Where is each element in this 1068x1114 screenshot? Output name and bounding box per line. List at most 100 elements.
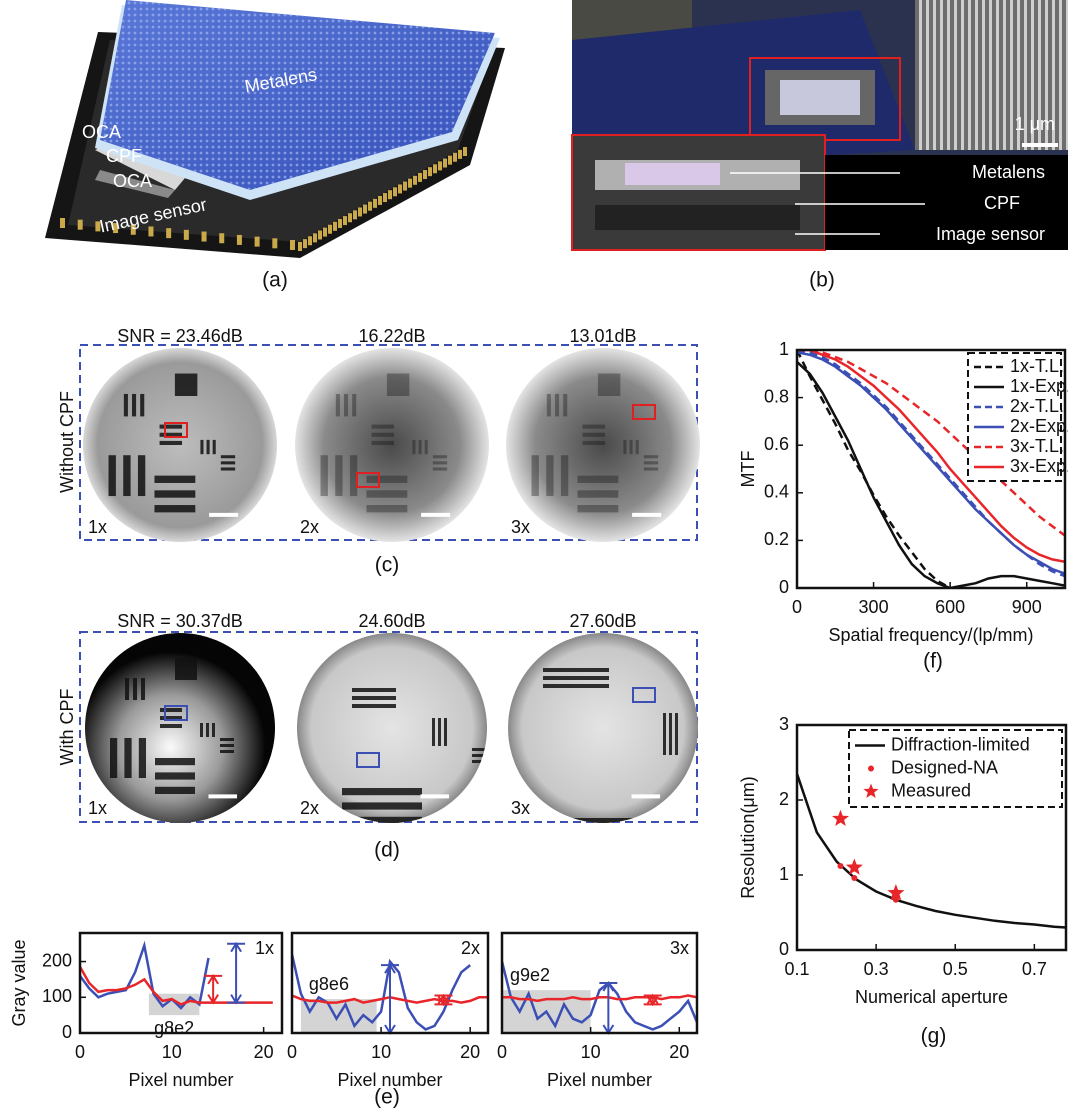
pin — [398, 184, 402, 193]
pin — [78, 220, 83, 230]
legend-label: Diffraction-limited — [891, 734, 1030, 754]
x-tick-label: 300 — [859, 597, 889, 617]
bar — [528, 847, 648, 854]
square — [175, 658, 197, 680]
range-arrow — [204, 976, 222, 1003]
legend-label: 2x-T.L. — [1010, 396, 1064, 416]
square — [387, 374, 409, 396]
pin — [303, 239, 307, 248]
x-tick-label: 10 — [162, 1042, 182, 1062]
y-tick-label: 0.2 — [764, 529, 789, 549]
zoom-label: 2x — [300, 517, 319, 537]
bar — [663, 713, 666, 755]
bar — [583, 425, 605, 429]
x-tick-label: 0 — [287, 1042, 297, 1062]
scale-bar-label: 1 μm — [1015, 114, 1055, 134]
bar — [221, 461, 235, 464]
y-tick-label: 1 — [779, 864, 789, 884]
pin — [148, 226, 153, 236]
tag: g8e2 — [154, 1018, 194, 1038]
bar — [352, 704, 396, 708]
bar — [110, 738, 117, 778]
bar — [547, 394, 551, 416]
pin — [290, 240, 295, 250]
y-tick-label: 0.4 — [764, 482, 789, 502]
y-tick-label: 0 — [62, 1022, 72, 1042]
bar — [138, 455, 145, 496]
x-tick-label: 10 — [581, 1042, 601, 1062]
bar — [366, 505, 407, 512]
bar — [433, 467, 447, 470]
bar — [675, 713, 678, 755]
legend-label: 1x-T.L. — [1010, 356, 1064, 376]
x-tick-label: 0.3 — [864, 959, 889, 979]
bar — [472, 748, 500, 751]
x-axis-label: Pixel number — [547, 1070, 652, 1090]
bar — [200, 440, 203, 454]
pin — [298, 242, 302, 251]
bar — [160, 708, 182, 712]
pin — [338, 219, 342, 228]
bar — [425, 440, 428, 454]
bar — [446, 578, 450, 644]
pin — [318, 230, 322, 239]
bar — [335, 455, 342, 496]
bar — [221, 467, 235, 470]
bar — [412, 440, 415, 454]
pin — [438, 161, 442, 170]
x-axis-label: Pixel number — [337, 1070, 442, 1090]
bar — [577, 490, 618, 497]
bar — [419, 440, 422, 454]
pin — [388, 190, 392, 199]
bar — [532, 455, 539, 496]
bar — [583, 433, 605, 437]
x-tick-label: 600 — [935, 597, 965, 617]
bar — [155, 758, 195, 765]
bar — [543, 676, 609, 680]
bar — [472, 754, 500, 757]
bar — [366, 490, 407, 497]
pin — [418, 173, 422, 182]
pin — [413, 176, 417, 185]
y-tick-label: 0.8 — [764, 386, 789, 406]
bar — [344, 394, 348, 416]
bar — [528, 832, 648, 839]
bar — [207, 440, 210, 454]
bar — [366, 476, 407, 483]
caption: (f) — [923, 650, 943, 673]
pin — [453, 153, 457, 162]
pin — [403, 182, 407, 191]
bar — [124, 394, 128, 416]
pin — [353, 210, 357, 219]
tag: g8e6 — [309, 974, 349, 994]
x-tick-label: 20 — [460, 1042, 480, 1062]
caption: (g) — [921, 1025, 947, 1048]
pin — [443, 159, 447, 168]
y-tick-label: 2 — [779, 789, 789, 809]
bar — [200, 723, 203, 737]
bar — [577, 476, 618, 483]
star-marker — [832, 810, 849, 826]
pin — [383, 193, 387, 202]
pin — [219, 233, 224, 243]
x-axis-label: Pixel number — [128, 1070, 233, 1090]
pin — [358, 207, 362, 216]
pin — [428, 167, 432, 176]
bar — [723, 764, 765, 767]
chart: g9e2010203xPixel number — [497, 933, 697, 1090]
label: OCA — [82, 122, 121, 142]
bar — [636, 440, 639, 454]
bar — [154, 476, 195, 483]
bar — [155, 787, 195, 794]
bar — [644, 455, 658, 458]
pin — [272, 238, 277, 248]
y-tick-label: 0 — [779, 939, 789, 959]
snr-label: 27.60dB — [569, 611, 636, 631]
bar — [281, 748, 288, 828]
range-arrow — [227, 944, 245, 1003]
bar — [563, 394, 567, 416]
bar — [555, 394, 559, 416]
bar — [220, 738, 234, 741]
panel-a: Metalens OCA CPF OCA Image sensor (a) — [45, 0, 505, 292]
pin — [363, 205, 367, 214]
